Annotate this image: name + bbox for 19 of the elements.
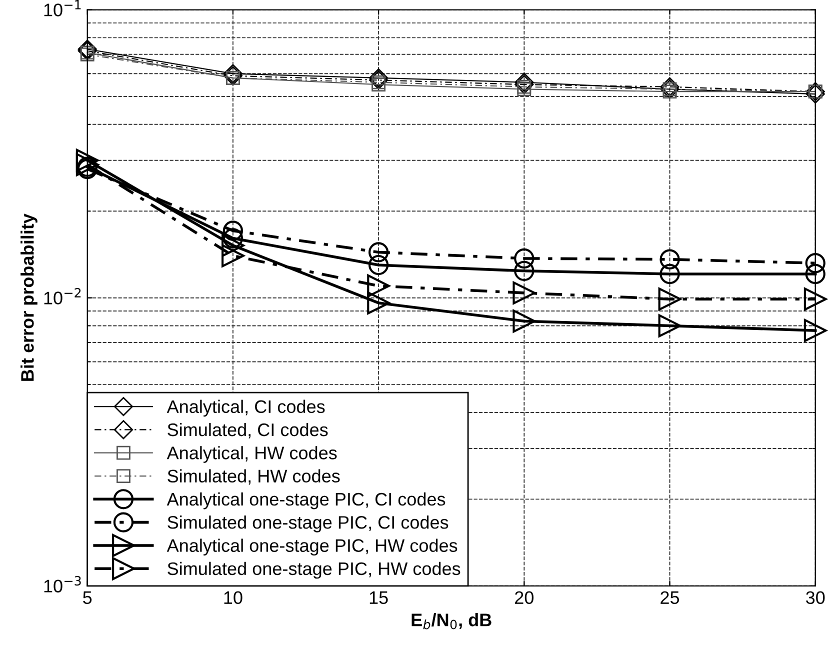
legend-label: Analytical one-stage PIC, HW codes	[166, 538, 458, 556]
x-tick-label: 10	[224, 591, 242, 604]
y-tick-label: 10$^{−3}$	[44, 576, 81, 592]
x-axis-title: E$_{b}$/N$_{0}$, dB	[412, 613, 492, 630]
x-tick-label: 20	[515, 591, 534, 604]
y-tick-label: 10$^{−1}$	[44, 0, 81, 16]
x-tick-label: 15	[370, 591, 388, 604]
legend-label: Analytical one-stage PIC, CI codes	[166, 492, 446, 510]
legend-label: Simulated one-stage PIC, CI codes	[168, 516, 448, 532]
legend-label: Analytical, CI codes	[166, 400, 325, 417]
y-tick-label: 10$^{−2}$	[44, 288, 81, 304]
legend-label: Analytical, HW codes	[166, 446, 337, 463]
x-tick-label: 30	[806, 591, 825, 604]
legend-label: Simulated, HW codes	[168, 469, 340, 485]
x-tick-label: 25	[660, 591, 680, 604]
legend-label: Simulated, CI codes	[168, 422, 328, 438]
x-tick-label: 5	[83, 591, 92, 604]
legend-label: Simulated one-stage PIC, HW codes	[168, 562, 460, 579]
y-axis-title: Bit error probability	[20, 214, 38, 381]
